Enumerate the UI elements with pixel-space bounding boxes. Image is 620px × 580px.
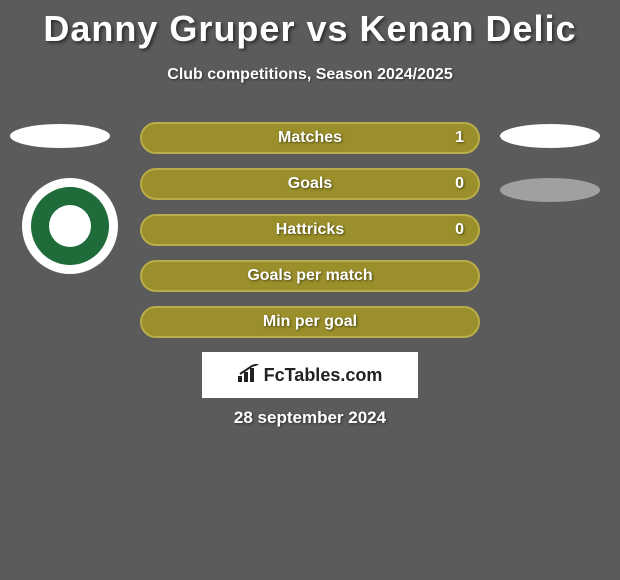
stat-bar-matches: Matches 1: [140, 122, 480, 154]
club-logo: [22, 178, 118, 274]
page-title: Danny Gruper vs Kenan Delic: [0, 0, 620, 50]
stat-value: 0: [455, 221, 464, 239]
stat-label: Goals: [288, 175, 332, 193]
player1-avatar-placeholder: [10, 124, 110, 148]
player2-avatar-placeholder: [500, 124, 600, 148]
stat-value: 0: [455, 175, 464, 193]
stat-label: Goals per match: [247, 267, 372, 285]
stat-bar-min-per-goal: Min per goal: [140, 306, 480, 338]
stat-bar-goals: Goals 0: [140, 168, 480, 200]
club-logo-shield: [49, 205, 91, 247]
stat-bar-hattricks: Hattricks 0: [140, 214, 480, 246]
club-logo-inner: [31, 187, 109, 265]
stat-value: 1: [455, 129, 464, 147]
stat-label: Min per goal: [263, 313, 357, 331]
watermark: FcTables.com: [202, 352, 418, 398]
stat-label: Hattricks: [276, 221, 344, 239]
date-text: 28 september 2024: [0, 408, 620, 428]
chart-icon: [238, 364, 260, 387]
stat-bar-goals-per-match: Goals per match: [140, 260, 480, 292]
watermark-text: FcTables.com: [264, 365, 383, 386]
page-subtitle: Club competitions, Season 2024/2025: [0, 66, 620, 84]
stat-label: Matches: [278, 129, 342, 147]
stat-bars: Matches 1 Goals 0 Hattricks 0 Goals per …: [140, 122, 480, 352]
player2-club-placeholder: [500, 178, 600, 202]
